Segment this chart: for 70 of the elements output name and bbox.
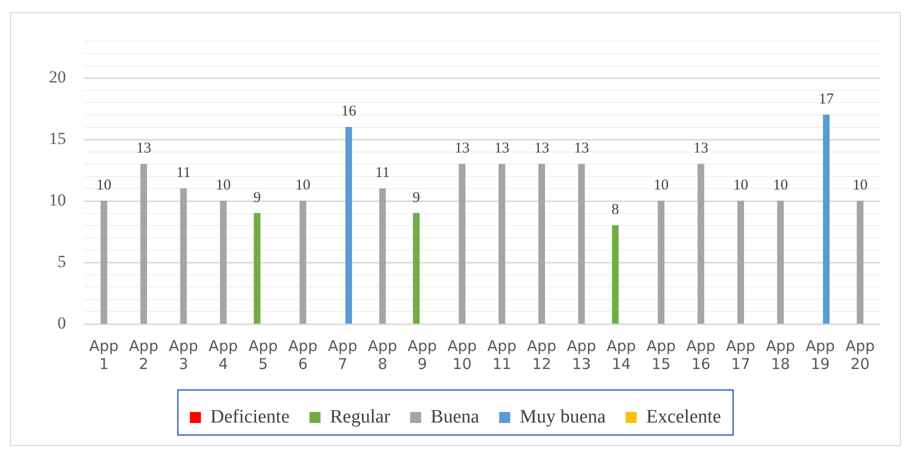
legend-label: Deficiente	[210, 406, 290, 428]
x-tick-label: App 9	[408, 336, 437, 373]
x-tick-label: App 14	[606, 336, 636, 373]
x-tick-label: App 8	[368, 336, 398, 373]
bar	[538, 164, 546, 324]
data-label: 13	[136, 140, 152, 157]
bar	[578, 164, 585, 324]
x-tick-label: App 5	[248, 336, 278, 373]
bar	[698, 164, 704, 324]
bar	[777, 200, 784, 324]
data-label: 10	[96, 177, 112, 194]
data-label: 9	[412, 190, 420, 206]
bar	[737, 200, 744, 324]
x-tick-label: App 13	[566, 336, 596, 373]
x-tick-label: App 11	[487, 336, 517, 373]
y-tick-label: 10	[49, 190, 66, 210]
x-tick-label: App 12	[527, 336, 556, 373]
data-label: 10	[654, 177, 669, 194]
data-label: 10	[852, 177, 868, 194]
x-tick-label: App 7	[328, 336, 358, 373]
x-tick-label: App 15	[646, 336, 676, 373]
x-tick-label: App 10	[447, 336, 477, 373]
x-tick-label: App 17	[726, 336, 756, 373]
data-label: 13	[574, 140, 589, 157]
y-tick-label: 15	[49, 129, 66, 148]
y-tick-label: 20	[49, 68, 66, 87]
data-label: 16	[341, 104, 357, 120]
x-tick-label: App 18	[766, 336, 796, 373]
data-label: 13	[494, 140, 510, 157]
bar	[612, 225, 619, 324]
x-tick-label: App 4	[208, 336, 238, 373]
data-label: 9	[253, 190, 261, 206]
y-tick-label: 5	[58, 252, 66, 271]
x-tick-label: App 2	[129, 336, 158, 373]
data-label: 11	[176, 165, 191, 182]
data-label: 13	[454, 140, 470, 157]
bar	[300, 200, 306, 324]
y-tick-label: 0	[58, 313, 66, 332]
legend-label: Regular	[330, 406, 391, 428]
bar	[254, 213, 260, 324]
x-tick-label: App 1	[89, 336, 119, 373]
x-tick-label: App 16	[686, 336, 716, 373]
legend-label: Excelente	[646, 406, 722, 428]
bar	[100, 200, 108, 324]
bar	[498, 164, 506, 324]
bar	[822, 114, 830, 324]
data-label: 10	[216, 177, 231, 194]
data-label: 11	[375, 165, 390, 182]
legend-label: Buena	[430, 406, 480, 428]
bar	[658, 200, 664, 324]
bar	[140, 164, 148, 324]
data-label: 10	[295, 177, 310, 194]
data-label: 13	[693, 140, 708, 157]
bar	[412, 213, 420, 324]
x-tick-label: App 3	[168, 336, 198, 373]
data-label: 17	[818, 91, 834, 108]
data-label: 8	[612, 202, 620, 218]
data-label: 10	[773, 177, 788, 194]
bar	[379, 188, 386, 324]
bar	[458, 164, 466, 324]
bar	[345, 126, 352, 324]
bar	[220, 200, 227, 324]
legend-label: Muy buena	[520, 406, 606, 428]
x-tick-label: App 6	[288, 336, 318, 373]
x-tick-label: App 19	[806, 336, 835, 373]
bar	[856, 200, 864, 324]
data-label: 13	[534, 140, 550, 157]
x-tick-label: App 20	[845, 336, 875, 373]
bar	[180, 188, 187, 324]
data-label: 10	[733, 177, 748, 194]
